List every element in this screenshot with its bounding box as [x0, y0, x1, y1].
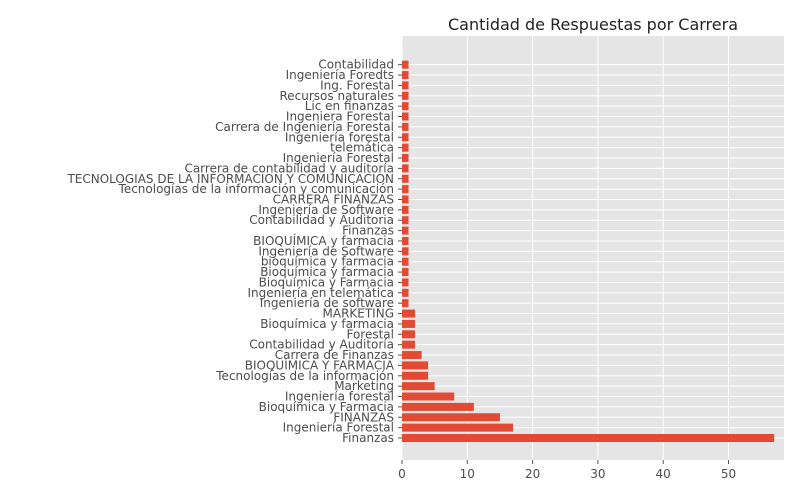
bar: [402, 195, 409, 204]
y-tick-label: Lic en finanzas: [305, 99, 394, 113]
plot-panel: [402, 36, 784, 460]
y-tick-label: Contabilidad: [318, 58, 394, 72]
bar: [402, 257, 409, 266]
y-tick-label: Ingeniera Forestal: [286, 110, 394, 124]
bar: [402, 112, 409, 121]
chart-title: Cantidad de Respuestas por Carrera: [448, 15, 738, 34]
bar: [402, 340, 416, 349]
bar: [402, 143, 409, 152]
bar: [402, 371, 429, 380]
y-tick-label: Contabilidad y Auditoría: [249, 338, 394, 352]
bar: [402, 164, 409, 173]
bar: [402, 122, 409, 131]
bar: [402, 174, 409, 183]
bar: [402, 299, 409, 308]
y-tick-label: Bioquímica y farmacia: [260, 317, 394, 331]
y-tick-label: BIOQUÍMICA y farmacia: [253, 233, 394, 248]
bar: [402, 154, 409, 163]
x-tick-label: 40: [656, 467, 671, 481]
y-tick-label: FINANZAS: [333, 410, 394, 424]
x-tick-label: 30: [590, 467, 605, 481]
bar: [402, 236, 409, 245]
bar: [402, 278, 409, 287]
y-tick-label: Carrera de Ingeniería Forestal: [215, 120, 394, 134]
y-tick-label: Ingeniería de Software: [258, 203, 394, 217]
bar: [402, 216, 409, 225]
y-tick-label: MARKETING: [323, 307, 395, 321]
bar: [402, 102, 409, 111]
y-tick-label: Carrera de contabilidad y auditoría: [184, 161, 394, 175]
y-tick-label: Tecnologías de la información: [215, 369, 394, 383]
y-tick-label: Finanzas: [342, 431, 394, 445]
bar: [402, 205, 409, 214]
x-tick-label: 10: [460, 467, 475, 481]
y-tick-label: Ingeniería forestal: [285, 130, 394, 144]
bar: [402, 423, 514, 432]
bar: [402, 351, 422, 360]
y-tick-label: Ingeniería forestal: [285, 390, 394, 404]
x-tick-labels: 0 10 20 30 40 50: [398, 460, 736, 481]
y-tick-label: Bioquímica y Farmacia: [259, 400, 394, 414]
y-tick-label: Ingeniería de software: [260, 296, 394, 310]
bar: [402, 434, 775, 442]
bar: [402, 247, 409, 256]
y-tick-label: Tecnologías de la información y comunica…: [118, 182, 394, 196]
y-tick-label: Carrera de Finanzas: [275, 348, 394, 362]
y-tick-label: Ingeniería Forestal: [283, 421, 394, 435]
bar: [402, 133, 409, 142]
bar: [402, 402, 474, 411]
y-tick-label: bioquímica y farmacia: [261, 255, 394, 269]
y-tick-label: Ing. Forestal: [320, 78, 394, 92]
bar: [402, 309, 416, 318]
y-tick-label: Ingeniería en telemática: [247, 286, 394, 300]
y-tick-label: Ingeniería Forestal: [283, 151, 394, 165]
bar: [402, 413, 500, 422]
y-tick-label: BIOQUÍMICA Y FARMACIA: [245, 357, 395, 372]
bar: [402, 60, 409, 69]
bar: [402, 330, 416, 339]
bar: [402, 91, 409, 100]
bar: [402, 361, 429, 370]
x-tick-label: 0: [398, 467, 406, 481]
bar: [402, 392, 455, 401]
y-tick-label: Bioquímica y farmacia: [260, 265, 394, 279]
y-tick-label: Contabilidad y Auditoria: [249, 213, 394, 227]
y-tick-label: Forestal: [346, 327, 394, 341]
y-tick-label: telemática: [330, 141, 394, 155]
bar: [402, 288, 409, 297]
y-tick-label: Ingeniería Foredts: [286, 68, 394, 82]
y-tick-label: Bioquímica y Farmacia: [259, 275, 394, 289]
y-tick-label: CARRERA FINANZAS: [273, 192, 394, 206]
x-tick-label: 50: [721, 467, 736, 481]
y-tick-label: Ingeniería de Software: [258, 244, 394, 258]
bar: [402, 71, 409, 80]
bar: [402, 268, 409, 277]
y-tick-label: TECNOLOGIAS DE LA INFORMACION Y COMUNICA…: [66, 172, 394, 186]
bar: [402, 226, 409, 235]
y-tick-label: Marketing: [334, 379, 394, 393]
x-tick-label: 20: [525, 467, 540, 481]
bar: [402, 81, 409, 90]
bar: [402, 319, 416, 328]
bar: [402, 185, 409, 194]
bar: [402, 382, 435, 391]
y-tick-label: Finanzas: [342, 224, 394, 238]
y-tick-label: Recursos naturales: [279, 89, 394, 103]
bars: [402, 60, 775, 442]
